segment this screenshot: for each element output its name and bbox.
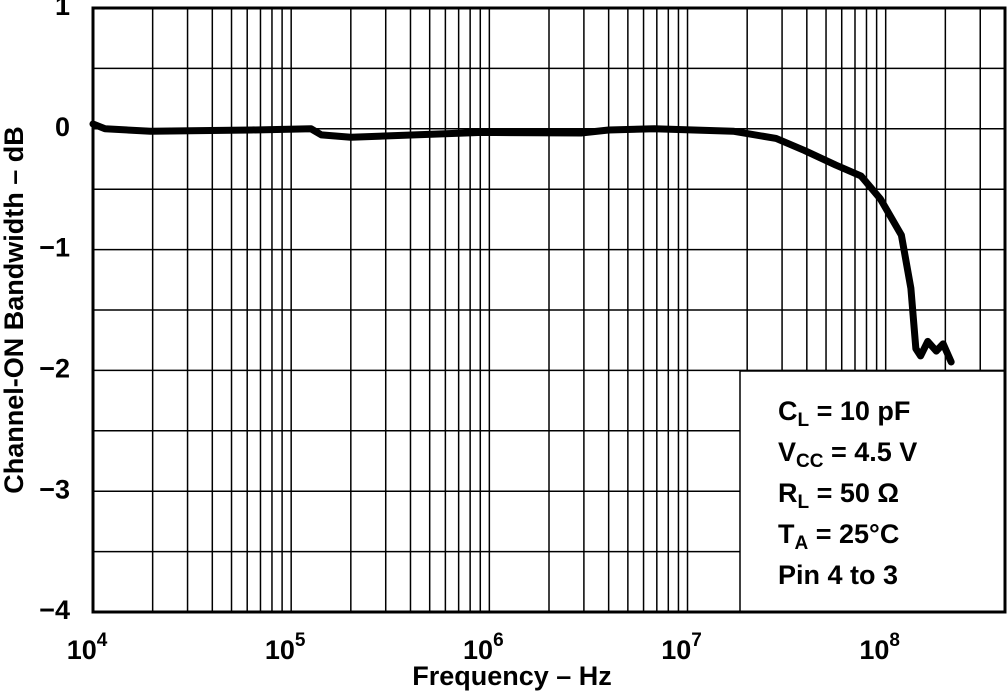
x-tick-base: 10 xyxy=(463,635,493,665)
annotation-main: V xyxy=(778,437,796,467)
x-tick-exponent: 6 xyxy=(493,630,504,651)
annotation: Pin 4 to 3 xyxy=(778,560,898,590)
annotation-main: R xyxy=(778,478,798,508)
x-axis-label: Frequency – Hz xyxy=(412,661,612,691)
annotation-main: T xyxy=(778,519,795,549)
annotation-rest: = 50 Ω xyxy=(809,478,899,508)
annotation-sub: L xyxy=(798,410,810,431)
plot-frame xyxy=(91,6,1007,614)
data-line xyxy=(89,120,955,366)
annotation-main: C xyxy=(778,396,798,426)
x-tick-exponent: 5 xyxy=(295,630,306,651)
x-tick-exponent: 8 xyxy=(889,630,900,651)
y-tick-label: −1 xyxy=(39,233,70,263)
y-tick-label: −2 xyxy=(39,354,70,384)
annotation: CL = 10 pF xyxy=(778,396,910,431)
annotation: TA = 25°C xyxy=(778,519,899,554)
y-tick-label: 1 xyxy=(55,0,70,21)
x-tick-base: 10 xyxy=(859,635,889,665)
x-tick-base: 10 xyxy=(661,635,691,665)
annotation-rest: = 25°C xyxy=(808,519,899,549)
y-tick-label: 0 xyxy=(55,112,70,142)
annotation-box xyxy=(739,370,1006,613)
annotation: VCC = 4.5 V xyxy=(778,437,917,472)
y-tick-label: −3 xyxy=(39,474,70,504)
annotation-sub: L xyxy=(798,492,810,513)
x-tick-base: 10 xyxy=(265,635,295,665)
x-tick-label: 105 xyxy=(265,630,306,665)
x-tick-label: 107 xyxy=(661,630,702,665)
x-tick-base: 10 xyxy=(67,635,97,665)
y-axis-label: Channel-ON Bandwidth – dB xyxy=(0,126,29,494)
x-tick-label: 106 xyxy=(463,630,504,665)
x-tick-exponent: 4 xyxy=(97,630,108,651)
annotation-rest: = 10 pF xyxy=(809,396,910,426)
x-tick-label: 108 xyxy=(859,630,900,665)
x-tick-label: 104 xyxy=(67,630,108,665)
annotation-main: Pin 4 to 3 xyxy=(778,560,898,590)
annotation-sub: CC xyxy=(796,451,824,472)
annotation-rest: = 4.5 V xyxy=(823,437,917,467)
x-tick-exponent: 7 xyxy=(691,630,702,651)
annotation-sub: A xyxy=(795,533,809,554)
y-tick-label: −4 xyxy=(39,595,70,625)
plot xyxy=(89,120,955,366)
annotation: RL = 50 Ω xyxy=(778,478,899,513)
